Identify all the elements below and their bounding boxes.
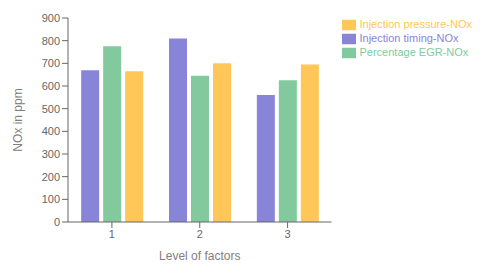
- svg-text:600: 600: [42, 80, 60, 92]
- html-text:Injection timing-NOx: Injection timing-NOx: [359, 32, 459, 45]
- svg-text:500: 500: [42, 103, 60, 115]
- svg-text:0: 0: [54, 216, 60, 228]
- html-text:Injection pressure-NOx: Injection pressure-NOx: [359, 18, 472, 30]
- svg-text:3: 3: [285, 228, 291, 240]
- svg-text:700: 700: [42, 57, 60, 69]
- svg-text:1: 1: [109, 228, 115, 240]
- svg-text:900: 900: [42, 12, 60, 24]
- svg-text:Level of factors: Level of factors: [159, 249, 240, 263]
- svg-text:400: 400: [42, 125, 60, 137]
- svg-text:100: 100: [42, 193, 60, 205]
- svg-text:2: 2: [197, 228, 203, 240]
- svg-text:200: 200: [42, 171, 60, 183]
- svg-text:NOx in ppm: NOx in ppm: [11, 88, 25, 151]
- html-text:Percentage EGR-NOx: Percentage EGR-NOx: [359, 46, 469, 59]
- svg-text:800: 800: [42, 35, 60, 47]
- svg-text:300: 300: [42, 148, 60, 160]
